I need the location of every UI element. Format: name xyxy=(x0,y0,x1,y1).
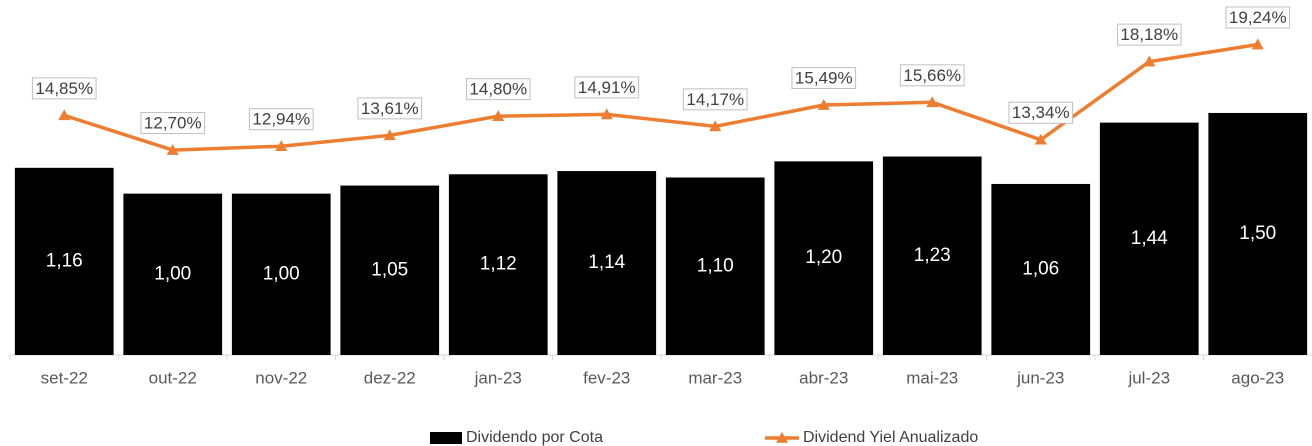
x-tick-label: out-22 xyxy=(149,368,197,387)
legend-label: Dividendo por Cota xyxy=(466,429,603,446)
line-marker xyxy=(817,99,830,110)
line-value-label: 19,24% xyxy=(1229,8,1287,27)
bar xyxy=(14,167,114,355)
line-value-label: 14,17% xyxy=(686,90,744,109)
line-value-label-group: 14,91% xyxy=(574,76,640,99)
line-value-label: 14,85% xyxy=(35,79,93,98)
bar xyxy=(665,177,765,355)
label-box xyxy=(1116,23,1182,46)
line-value-label-group: 15,49% xyxy=(791,67,857,90)
bar xyxy=(991,183,1091,355)
line-value-label: 14,80% xyxy=(469,80,527,99)
line-marker xyxy=(600,108,613,120)
label-box xyxy=(140,112,206,135)
label-box xyxy=(1008,101,1074,124)
legend-label: Dividend Yiel Anualizado xyxy=(803,429,978,446)
line-value-label: 18,18% xyxy=(1120,25,1178,44)
x-tick-label: jul-23 xyxy=(1127,368,1170,387)
bar-value-label: 1,14 xyxy=(588,252,625,273)
label-box xyxy=(574,76,640,99)
x-tick-label: jan-23 xyxy=(474,368,522,387)
bar xyxy=(774,161,874,355)
line-value-label: 12,70% xyxy=(144,114,202,133)
x-tick-label: ago-23 xyxy=(1231,368,1284,387)
line-value-label: 14,91% xyxy=(578,78,636,97)
x-tick-label: nov-22 xyxy=(255,368,307,387)
line-value-label-group: 14,17% xyxy=(682,88,748,111)
line-value-label-group: 18,18% xyxy=(1116,23,1182,46)
x-tick-label: jun-23 xyxy=(1016,368,1064,387)
bar xyxy=(231,193,331,355)
line-value-label: 15,49% xyxy=(795,69,853,88)
bar-value-label: 1,06 xyxy=(1022,258,1059,279)
bar-value-label: 1,50 xyxy=(1239,223,1276,244)
label-box xyxy=(1225,6,1291,29)
bar-value-label: 1,10 xyxy=(697,255,734,276)
bar-value-label: 1,00 xyxy=(263,263,300,284)
line-value-label-group: 12,70% xyxy=(140,112,206,135)
label-box xyxy=(682,88,748,111)
x-tick-label: mai-23 xyxy=(906,368,958,387)
line-value-label: 15,66% xyxy=(903,66,961,85)
label-box xyxy=(248,108,314,131)
line-value-label-group: 19,24% xyxy=(1225,6,1291,29)
line-marker xyxy=(492,110,505,121)
bar xyxy=(882,156,982,355)
bar-value-label: 1,05 xyxy=(371,259,408,280)
bar-value-label: 1,00 xyxy=(154,263,191,284)
bar xyxy=(448,174,548,355)
line-marker xyxy=(275,140,288,151)
line xyxy=(63,42,1259,152)
legend-swatch xyxy=(430,432,462,444)
label-box xyxy=(465,78,531,101)
line-value-label: 13,61% xyxy=(361,99,419,118)
line-value-label-group: 12,94% xyxy=(248,108,314,131)
label-box xyxy=(899,64,965,87)
bar-value-label: 1,44 xyxy=(1131,228,1168,249)
x-tick-label: dez-22 xyxy=(364,368,416,387)
legend-marker xyxy=(776,432,788,443)
line-marker xyxy=(709,120,722,132)
line-marker xyxy=(1034,133,1047,145)
x-tick-label: mar-23 xyxy=(688,368,742,387)
line-marker xyxy=(1143,55,1156,67)
line-value-label: 12,94% xyxy=(252,110,310,129)
label-box xyxy=(31,77,97,100)
line-value-label-group: 15,66% xyxy=(899,64,965,87)
bar xyxy=(557,171,657,355)
bar-value-label: 1,23 xyxy=(914,245,951,266)
x-tick-label: fev-23 xyxy=(583,368,630,387)
bar-value-label: 1,20 xyxy=(805,247,842,268)
line-value-label: 13,34% xyxy=(1012,103,1070,122)
line-marker xyxy=(166,144,179,155)
bar-value-label: 1,12 xyxy=(480,254,517,275)
line-marker xyxy=(926,96,939,108)
line-value-label-group: 14,80% xyxy=(465,78,531,101)
line-value-label-group: 13,61% xyxy=(357,97,423,120)
bar-value-label: 1,16 xyxy=(46,250,83,271)
line-value-label-group: 13,34% xyxy=(1008,101,1074,124)
label-box xyxy=(357,97,423,120)
line-value-label-group: 14,85% xyxy=(31,77,97,100)
bar xyxy=(123,193,223,355)
label-box xyxy=(791,67,857,90)
line-marker xyxy=(1251,38,1264,50)
bar xyxy=(340,185,440,355)
bar xyxy=(1208,112,1308,355)
line-marker xyxy=(383,129,396,141)
x-tick-label: set-22 xyxy=(41,368,88,387)
bar xyxy=(1099,122,1199,356)
line-marker xyxy=(58,109,71,121)
x-tick-label: abr-23 xyxy=(799,368,848,387)
